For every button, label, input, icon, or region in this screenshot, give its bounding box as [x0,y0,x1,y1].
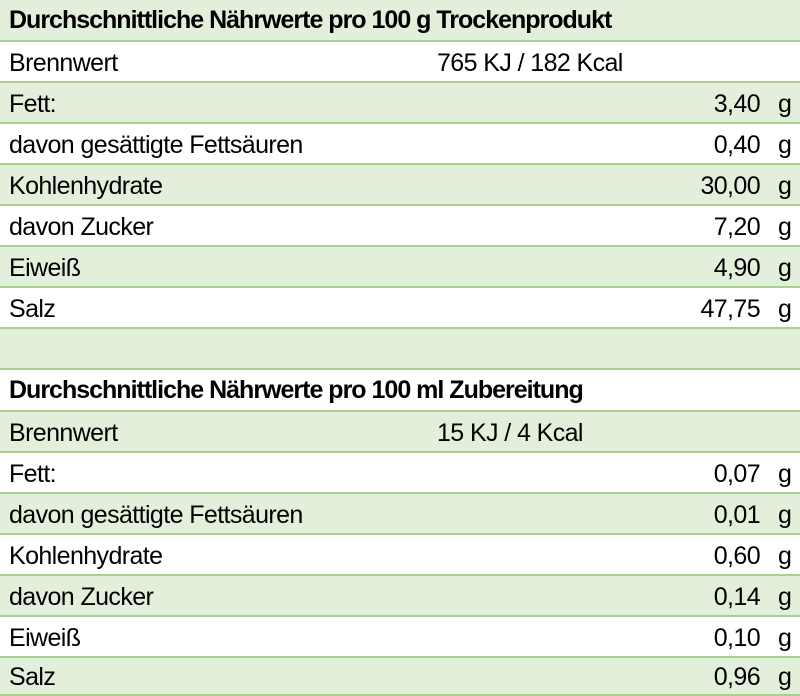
section1-header-row: Durchschnittliche Nährwerte pro 100 g Tr… [0,0,800,42]
nutrient-value: 0,07 [713,460,761,488]
nutrient-unit: g [778,542,792,570]
table-row: Eiweiß 0,10 g [0,617,800,658]
nutrient-label: davon gesättigte Fettsäuren [9,131,303,159]
table-row: Kohlenhydrate 30,00 g [0,165,800,206]
nutrient-unit: g [778,624,792,652]
energy-label: Brennwert [9,49,118,77]
nutrient-label: Salz [9,663,56,691]
nutrient-label: Kohlenhydrate [9,172,163,200]
section1-energy-row: Brennwert 765 KJ / 182 Kcal [0,42,800,83]
section2-energy-row: Brennwert 15 KJ / 4 Kcal [0,412,800,453]
energy-label: Brennwert [9,419,118,447]
nutrient-value: 0,10 [713,624,761,652]
nutrient-unit: g [778,663,792,691]
nutrient-value: 0,40 [713,131,761,159]
table-row: Salz 47,75 g [0,288,800,329]
nutrient-label: Fett: [9,90,57,118]
nutrient-value: 4,90 [713,254,761,282]
nutrient-unit: g [778,254,792,282]
nutrient-value: 0,14 [713,583,761,611]
nutrient-value: 3,40 [713,90,761,118]
nutrient-label: davon gesättigte Fettsäuren [9,501,303,529]
section2-header-row: Durchschnittliche Nährwerte pro 100 ml Z… [0,370,800,412]
nutrient-label: Kohlenhydrate [9,542,163,570]
energy-value: 765 KJ / 182 Kcal [437,49,623,77]
nutrient-value: 0,96 [713,663,761,691]
nutrient-label: davon Zucker [9,583,154,611]
nutrient-label: davon Zucker [9,213,154,241]
table-row: Salz 0,96 g [0,658,800,696]
nutrient-unit: g [778,501,792,529]
nutrient-unit: g [778,583,792,611]
nutrient-unit: g [778,172,792,200]
nutrient-value: 30,00 [700,172,760,200]
nutrient-label: Eiweiß [9,254,81,282]
nutrient-label: Salz [9,295,56,323]
nutrient-unit: g [778,213,792,241]
nutrient-value: 0,01 [713,501,761,529]
section2-title: Durchschnittliche Nährwerte pro 100 ml Z… [9,376,584,404]
nutrient-value: 0,60 [713,542,761,570]
nutrient-label: Eiweiß [9,624,81,652]
table-row: davon Zucker 0,14 g [0,576,800,617]
nutrient-unit: g [778,460,792,488]
spacer-row [0,329,800,370]
table-row: davon Zucker 7,20 g [0,206,800,247]
table-row: davon gesättigte Fettsäuren 0,01 g [0,494,800,535]
section1-title: Durchschnittliche Nährwerte pro 100 g Tr… [9,6,612,34]
energy-value: 15 KJ / 4 Kcal [437,419,583,447]
nutrient-unit: g [778,90,792,118]
nutrient-unit: g [778,295,792,323]
nutrient-unit: g [778,131,792,159]
nutrient-value: 7,20 [713,213,761,241]
table-row: Fett: 3,40 g [0,83,800,124]
table-row: Eiweiß 4,90 g [0,247,800,288]
nutrient-value: 47,75 [700,295,760,323]
table-row: Kohlenhydrate 0,60 g [0,535,800,576]
table-row: Fett: 0,07 g [0,453,800,494]
nutrient-label: Fett: [9,460,57,488]
table-row: davon gesättigte Fettsäuren 0,40 g [0,124,800,165]
